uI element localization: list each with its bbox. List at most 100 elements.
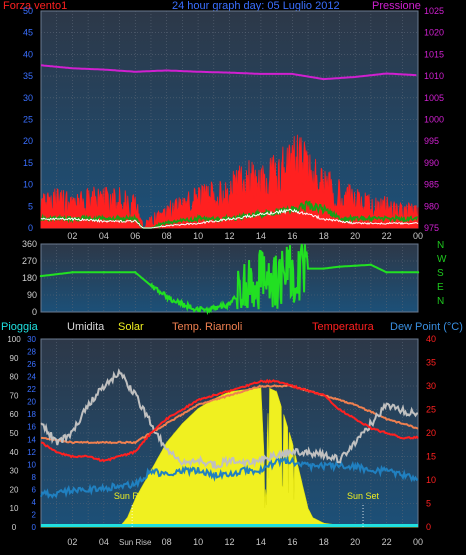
- wind-x-tick-06: 06: [130, 231, 140, 241]
- dir-label-n2: N: [437, 296, 445, 307]
- dir-tick-360: 360: [22, 239, 37, 249]
- humidity-tick-4: 4: [32, 498, 37, 507]
- rain-tick-0: 0: [12, 523, 17, 532]
- wind-tick-40: 40: [23, 49, 33, 59]
- legend-solar: Solar: [118, 321, 144, 333]
- temp-x-tick-10: 22: [382, 537, 392, 547]
- rain-series-bar: [41, 524, 418, 527]
- rain-tick-100: 100: [7, 335, 21, 344]
- dir-label-s: S: [437, 268, 444, 279]
- wind-x-tick-02: 02: [67, 231, 77, 241]
- temp-x-tick-5: 12: [224, 537, 234, 547]
- temp-x-tick-7: 16: [287, 537, 297, 547]
- rain-tick-90: 90: [10, 354, 19, 363]
- wind-x-tick-04: 04: [99, 231, 109, 241]
- humidity-tick-0: 0: [32, 523, 37, 532]
- rain-tick-40: 40: [10, 448, 19, 457]
- dir-tick-180: 180: [22, 273, 37, 283]
- dir-label-e: E: [437, 282, 444, 293]
- pressure-tick-975: 975: [424, 223, 439, 233]
- dir-label-w: W: [437, 254, 447, 265]
- wind-tick-5: 5: [28, 201, 33, 211]
- temp-x-tick-6: 14: [256, 537, 266, 547]
- pressure-tick-1000: 1000: [424, 115, 444, 125]
- temp-tick-0: 0: [426, 522, 431, 532]
- temp-tick-5: 5: [426, 499, 431, 509]
- legend-temperature: Temperatura: [312, 321, 374, 333]
- humidity-tick-30: 30: [27, 335, 36, 344]
- wind-x-tick-08: 08: [162, 231, 172, 241]
- humidity-tick-16: 16: [27, 423, 36, 432]
- dir-tick-270: 270: [22, 256, 37, 266]
- legend-humidity: Umidita: [67, 321, 105, 333]
- rain-tick-20: 20: [10, 485, 19, 494]
- dew-point-series-line: [40, 454, 419, 499]
- rain-tick-70: 70: [10, 391, 19, 400]
- rain-tick-30: 30: [10, 467, 19, 476]
- pressure-tick-1015: 1015: [424, 49, 444, 59]
- temp-x-tick-2: Sun Rise: [119, 538, 152, 547]
- humidity-tick-12: 12: [27, 448, 36, 457]
- wind-gust-series-line: [40, 200, 418, 230]
- wind-tick-30: 30: [23, 93, 33, 103]
- dir-point-21: [416, 271, 420, 274]
- dir-tick-90: 90: [27, 290, 37, 300]
- humidity-tick-10: 10: [27, 460, 36, 469]
- rain-tick-10: 10: [10, 504, 19, 513]
- rain-tick-80: 80: [10, 373, 19, 382]
- wind-tick-45: 45: [23, 28, 33, 38]
- wind-x-tick-10: 10: [193, 231, 203, 241]
- pressure-tick-980: 980: [424, 201, 439, 211]
- pressure-tick-1025: 1025: [424, 6, 444, 16]
- wind-tick-10: 10: [23, 180, 33, 190]
- pressure-series-line: [40, 64, 417, 81]
- legend-temp-int: Temp. Riarnoli: [172, 321, 243, 333]
- humidity-tick-6: 6: [32, 485, 37, 494]
- wind-x-tick-12: 12: [224, 231, 234, 241]
- temp-x-tick-4: 10: [193, 537, 203, 547]
- dir-tick-0: 0: [32, 307, 37, 317]
- humidity-tick-18: 18: [27, 410, 36, 419]
- temp-tick-25: 25: [426, 405, 436, 415]
- wind-x-tick-20: 20: [350, 231, 360, 241]
- temp-x-tick-3: 08: [162, 537, 172, 547]
- dir-label-n1: N: [437, 240, 445, 251]
- temp-x-tick-9: 20: [350, 537, 360, 547]
- sun-set-label: Sun Set: [347, 491, 380, 501]
- temp-tick-35: 35: [426, 358, 436, 368]
- temp-tick-30: 30: [426, 381, 436, 391]
- wind-x-tick-00: 00: [413, 231, 423, 241]
- rain-tick-50: 50: [10, 429, 19, 438]
- humidity-tick-2: 2: [32, 510, 37, 519]
- pressure-tick-995: 995: [424, 136, 439, 146]
- rain-tick-60: 60: [10, 410, 19, 419]
- temp-tick-10: 10: [426, 475, 436, 485]
- wind-x-tick-16: 16: [287, 231, 297, 241]
- wind-tick-50: 50: [23, 6, 33, 16]
- temp-x-tick-11: 00: [413, 537, 423, 547]
- wind-x-tick-22: 22: [382, 231, 392, 241]
- wind-force-label: Forza vento1: [3, 0, 68, 12]
- wind-tick-0: 0: [28, 223, 33, 233]
- graph-title: 24 hour graph day: 05 Luglio 2012: [172, 0, 340, 12]
- temperature-series-line: [40, 378, 419, 463]
- humidity-tick-28: 28: [27, 348, 36, 357]
- wind-x-tick-18: 18: [319, 231, 329, 241]
- temp-tick-20: 20: [426, 428, 436, 438]
- legend-dew-point: Dew Point (°C): [390, 321, 463, 333]
- humidity-tick-24: 24: [27, 373, 36, 382]
- pressure-tick-990: 990: [424, 158, 439, 168]
- pressure-tick-1005: 1005: [424, 93, 444, 103]
- humidity-tick-20: 20: [27, 398, 36, 407]
- pressure-tick-985: 985: [424, 180, 439, 190]
- sun-rise-label: Sun Rise: [114, 491, 151, 501]
- pressure-label: Pressione: [372, 0, 421, 12]
- pressure-tick-1020: 1020: [424, 28, 444, 38]
- wind-tick-35: 35: [23, 71, 33, 81]
- wind-tick-25: 25: [23, 115, 33, 125]
- temp-x-tick-0: 02: [67, 537, 77, 547]
- legend-rain: Pioggia: [1, 321, 38, 333]
- temp-x-tick-1: 04: [99, 537, 109, 547]
